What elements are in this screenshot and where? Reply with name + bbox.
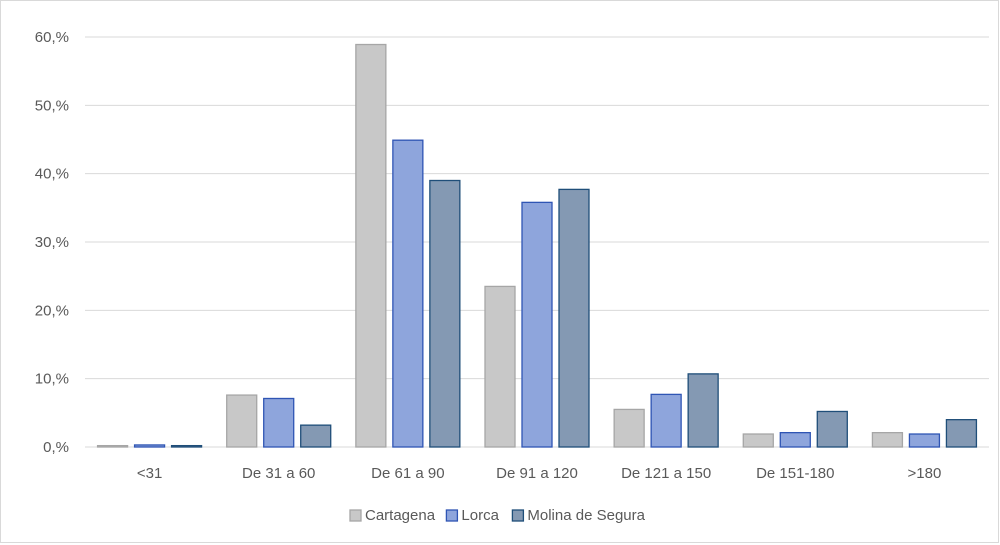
y-tick-label: 0,% (43, 439, 69, 456)
bar-lorca (650, 393, 682, 448)
bar-molina-de-segura (300, 424, 332, 448)
x-axis-ticks: <31 De 31 a 60 De 61 a 90 De 91 a 120 De 121… (137, 465, 941, 482)
bar-lorca (263, 397, 295, 448)
legend-swatch (511, 509, 525, 522)
x-tick-label: De 121 a 150 (621, 465, 711, 482)
bars (96, 43, 978, 448)
legend-label: Lorca (461, 507, 499, 524)
bar-lorca (392, 139, 424, 448)
bar-cartagena (871, 431, 904, 448)
bar-lorca (521, 201, 553, 448)
bar-cartagena (96, 444, 129, 448)
x-tick-label: De 151-180 (756, 465, 834, 482)
bar-molina-de-segura (687, 373, 719, 448)
y-tick-label: 30,% (35, 234, 69, 251)
x-tick-label: De 31 a 60 (242, 465, 315, 482)
bar-molina-de-segura (945, 419, 978, 448)
bar-cartagena (226, 394, 258, 448)
legend-swatch (445, 509, 459, 522)
legend: Cartagena Lorca Molina de Segura (349, 507, 646, 524)
bar-lorca (779, 431, 811, 448)
x-tick-label: De 61 a 90 (371, 465, 444, 482)
bar-lorca (133, 444, 166, 448)
bar-molina-de-segura (429, 179, 461, 448)
bar-molina-de-segura (558, 188, 590, 448)
bar-cartagena (355, 43, 387, 448)
bar-molina-de-segura (170, 444, 203, 448)
y-tick-label: 10,% (35, 371, 69, 388)
x-tick-label: De 91 a 120 (496, 465, 578, 482)
legend-label: Molina de Segura (527, 507, 645, 524)
bar-cartagena (484, 285, 516, 448)
y-tick-label: 40,% (35, 166, 69, 183)
bar-lorca (908, 433, 941, 448)
bar-cartagena (613, 408, 645, 448)
y-tick-label: 20,% (35, 302, 69, 319)
y-tick-label: 60,% (35, 29, 69, 46)
bar-molina-de-segura (816, 410, 848, 448)
x-tick-label: >180 (908, 465, 942, 482)
legend-label: Cartagena (365, 507, 436, 524)
legend-swatch (349, 509, 362, 522)
x-tick-label: <31 (137, 465, 162, 482)
y-axis-ticks: 0,% 10,% 20,% 30,% 40,% 50,% 60,% (35, 29, 69, 456)
y-tick-label: 50,% (35, 97, 69, 114)
bar-cartagena (742, 433, 774, 448)
